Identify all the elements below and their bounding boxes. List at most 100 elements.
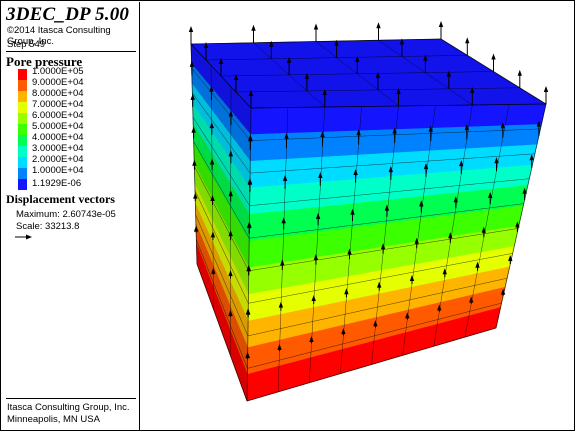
copyright-text: ©2014 Itasca Consulting Group, Inc. xyxy=(7,25,111,47)
displacement-arrow xyxy=(233,74,239,92)
displacement-arrow xyxy=(491,53,496,72)
displacement-arrow xyxy=(494,157,499,171)
mesh-line xyxy=(247,277,508,337)
displacement-arrow xyxy=(470,87,475,105)
displacement-arrow xyxy=(190,93,195,107)
displacement-vectors xyxy=(188,21,549,360)
colorbar-swatch xyxy=(18,124,27,136)
displacement-arrow xyxy=(500,288,506,296)
displacement-arrow xyxy=(405,312,410,320)
displacement-arrow xyxy=(464,124,469,140)
legend-panel: 3DEC_DP 5.00 ©2014 Itasca Consulting Gro… xyxy=(2,2,140,430)
colorbar-label: 9.0000E+04 xyxy=(32,77,84,88)
displacement-arrow xyxy=(228,310,233,317)
mesh-line xyxy=(309,106,326,383)
displacement-arrow xyxy=(373,320,378,328)
colorbar-swatch xyxy=(18,146,27,158)
displacement-arrow xyxy=(459,160,464,174)
displacement-arrow xyxy=(228,270,233,279)
displacement-arrow xyxy=(210,195,215,205)
displacement-arrow xyxy=(384,204,390,217)
displacement-arrow xyxy=(347,248,352,260)
colorbar-label: 8.0000E+04 xyxy=(32,88,84,99)
displacement-arrow xyxy=(437,304,442,312)
displacement-arrow xyxy=(344,288,349,298)
mesh-line xyxy=(191,68,251,141)
mesh-line xyxy=(340,106,362,374)
displacement-arrow xyxy=(210,231,216,240)
colorbar-swatch xyxy=(18,135,27,147)
displacement-arrow xyxy=(481,226,486,238)
displacement-arrow xyxy=(500,122,505,138)
colorbar-swatch xyxy=(18,102,27,114)
colorbar-swatch xyxy=(18,179,27,190)
displacement-arrow xyxy=(536,120,542,136)
displacement-arrow xyxy=(218,58,224,76)
colorbar-swatch xyxy=(18,80,27,92)
displacement-arrow xyxy=(353,169,358,183)
displacement-arrow xyxy=(209,85,214,101)
displacement-arrow xyxy=(522,187,527,200)
displacement-arrow xyxy=(423,163,429,177)
displacement-arrow xyxy=(488,192,493,205)
mesh-line xyxy=(250,153,535,174)
displacement-arrow xyxy=(341,328,346,336)
mesh-line xyxy=(249,178,530,206)
displacement-arrow xyxy=(284,132,289,149)
displacement-arrow xyxy=(246,265,251,276)
displacement-arrow xyxy=(318,172,323,186)
displacement-arrow xyxy=(280,259,285,270)
displacement-arrow xyxy=(469,296,474,304)
displacement-arrow xyxy=(269,40,274,59)
displacement-arrow xyxy=(203,42,209,60)
displacement-arrow xyxy=(350,208,355,221)
displacement-arrow xyxy=(248,135,253,150)
footer-divider xyxy=(6,398,136,399)
displacement-arrow xyxy=(228,110,234,125)
displacement-arrow xyxy=(192,159,197,170)
displacement-arrow xyxy=(438,21,444,39)
colorbar-label: 4.0000E+04 xyxy=(32,132,84,143)
displacement-arrow xyxy=(320,131,325,147)
model-viewport[interactable] xyxy=(141,2,575,431)
displacement-arrow xyxy=(322,89,327,107)
app-title: 3DEC_DP 5.00 xyxy=(6,4,130,25)
pore-pressure-title: Pore pressure xyxy=(6,54,83,69)
displacement-arrow xyxy=(228,150,233,164)
colorbar-swatch xyxy=(18,113,27,125)
displacement-arrow xyxy=(515,221,520,232)
displacement-arrow xyxy=(392,127,397,143)
displacement-arrow xyxy=(228,230,233,241)
mesh-line xyxy=(247,302,502,369)
displacement-arrow xyxy=(419,200,424,213)
colorbar-label: 2.0000E+04 xyxy=(32,154,84,165)
displacement-arrow xyxy=(281,217,286,230)
displacement-arrow xyxy=(311,295,316,304)
legend-divider xyxy=(6,51,136,52)
displacement-arrow xyxy=(193,192,198,202)
colorbar-label: 1.0000E+04 xyxy=(32,165,84,176)
colorbar-label: 5.0000E+04 xyxy=(32,121,84,132)
displacement-arrow xyxy=(209,158,215,170)
colorbar-swatch xyxy=(18,91,27,103)
colorbar-swatch xyxy=(18,157,27,169)
cube-edge xyxy=(495,103,547,329)
displacement-arrow xyxy=(399,38,405,57)
pore-pressure-colorbar xyxy=(18,69,27,190)
displacement-arrow xyxy=(334,39,339,58)
displacement-arrow xyxy=(356,129,361,145)
displacement-maximum: Maximum: 2.60743e-05 xyxy=(16,209,116,220)
displacement-arrow xyxy=(448,232,453,243)
displacement-arrow xyxy=(376,22,381,41)
colorbar-swatch xyxy=(18,168,27,180)
displacement-arrow xyxy=(414,237,419,249)
displacement-arrow xyxy=(517,69,522,88)
displacement-arrow xyxy=(313,23,319,42)
displacement-arrow xyxy=(475,261,480,271)
displacement-arrow xyxy=(423,54,428,73)
mesh-line xyxy=(249,203,524,239)
displacement-arrow xyxy=(388,166,393,180)
mesh-line xyxy=(250,128,541,141)
displacement-arrow xyxy=(286,56,292,75)
